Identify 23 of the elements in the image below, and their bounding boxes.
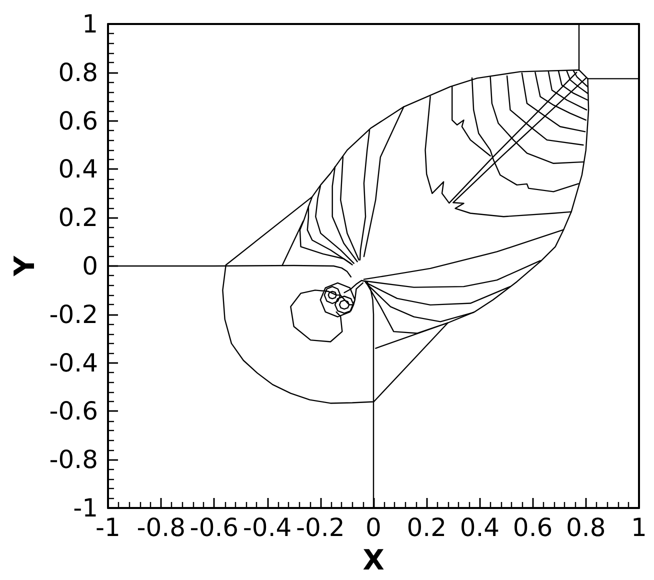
y-tick-label: 1 [82,10,98,38]
y-tick-label: 0.6 [58,106,98,136]
y-tick-label: 0.2 [58,203,98,232]
x-tick-label: 0.4 [460,513,500,542]
x-tick-label: -0.8 [136,513,186,542]
y-tick-label: 0.4 [58,154,98,184]
x-tick-label: -0.2 [296,513,345,542]
y-tick-label: -0.8 [49,445,98,474]
x-tick-label: 0.6 [512,513,553,542]
y-tick-label: -0.6 [49,396,98,426]
y-tick-label: -0.4 [49,348,98,378]
y-axis-title: Y [8,255,41,278]
x-tick-label: -0.6 [190,513,239,542]
x-tick-label: -0.4 [242,513,292,542]
x-tick-label: 0 [366,513,382,542]
x-tick-label: 0.8 [566,513,606,542]
x-tick-label: 1 [631,513,647,542]
y-tick-label: -0.2 [49,300,98,329]
x-axis-title: X [362,544,385,576]
y-tick-label: 0 [82,252,98,280]
y-tick-label: -1 [73,494,98,522]
x-tick-label: 0.2 [406,513,446,542]
y-tick-label: 0.8 [58,58,98,87]
